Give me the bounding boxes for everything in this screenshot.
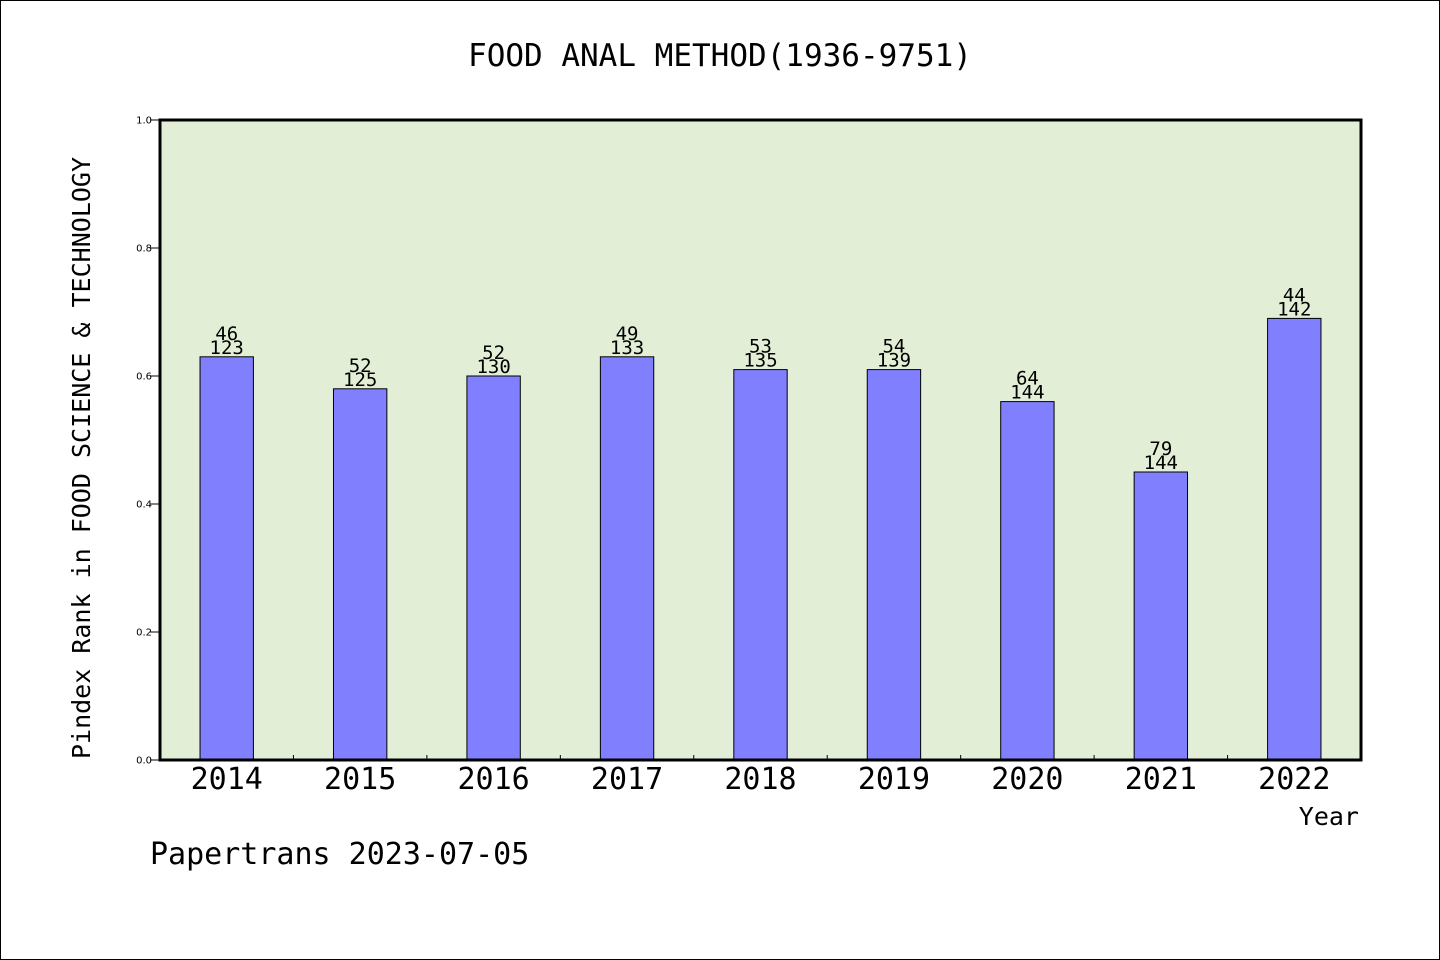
x-axis-tick-labels: 2014 2015 2016 2017 2018 2019 2020 2021 2022 [191, 762, 1331, 797]
y-tick-label: 0.6 [136, 372, 152, 383]
bar-2017 [599, 356, 655, 761]
chart-title: FOOD ANAL METHOD(1936-9751) [468, 38, 972, 74]
x-tick-label: 2019 [858, 762, 930, 797]
bar-2019 [866, 369, 922, 761]
bar-2020 [1000, 401, 1055, 761]
bar-2015 [332, 388, 388, 761]
rank-label: 46 [215, 323, 238, 345]
x-tick-label: 2016 [457, 762, 529, 797]
bars [199, 317, 1322, 761]
x-tick-label: 2022 [1258, 762, 1330, 797]
bar-2021 [1133, 471, 1189, 761]
y-tick-label: 0.2 [136, 628, 152, 639]
y-tick-label: 0.8 [136, 244, 152, 255]
rank-label: 52 [349, 355, 372, 377]
rank-label: 79 [1149, 438, 1172, 460]
x-tick-label: 2015 [324, 762, 396, 797]
rank-label: 44 [1283, 284, 1306, 306]
total-label: 142 [1277, 298, 1311, 320]
total-label: 144 [1144, 452, 1178, 474]
total-label: 135 [743, 350, 777, 372]
total-label: 133 [610, 337, 644, 359]
y-axis-ticks: 0.0 0.2 0.4 0.6 0.8 1.0 [136, 116, 160, 767]
x-tick-label: 2018 [724, 762, 796, 797]
total-label: 123 [210, 337, 244, 359]
rank-label: 64 [1016, 368, 1039, 390]
y-tick-label: 0.0 [136, 756, 152, 767]
total-label: 130 [476, 356, 510, 378]
rank-label: 49 [616, 323, 639, 345]
rank-label: 52 [482, 342, 505, 364]
footer-text: Papertrans 2023-07-05 [150, 837, 529, 872]
x-tick-label: 2021 [1125, 762, 1197, 797]
y-tick-label: 1.0 [136, 116, 152, 127]
bar-2014 [199, 356, 254, 761]
rank-label: 53 [749, 336, 772, 358]
bar-2018 [733, 369, 788, 761]
y-tick-label: 0.4 [136, 500, 152, 511]
y-axis-label: Pindex Rank in FOOD SCIENCE & TECHNOLOGY [67, 157, 96, 759]
x-tick-label: 2020 [991, 762, 1063, 797]
bar-2016 [466, 375, 521, 761]
x-tick-label: 2014 [191, 762, 263, 797]
total-label: 139 [877, 350, 911, 372]
rank-label: 54 [882, 336, 905, 358]
total-label: 144 [1010, 382, 1044, 404]
bar-2022 [1267, 317, 1322, 761]
x-axis-label: Year [1299, 802, 1359, 831]
plot-border [158, 118, 1363, 762]
total-label: 125 [343, 369, 377, 391]
x-tick-label: 2017 [591, 762, 663, 797]
